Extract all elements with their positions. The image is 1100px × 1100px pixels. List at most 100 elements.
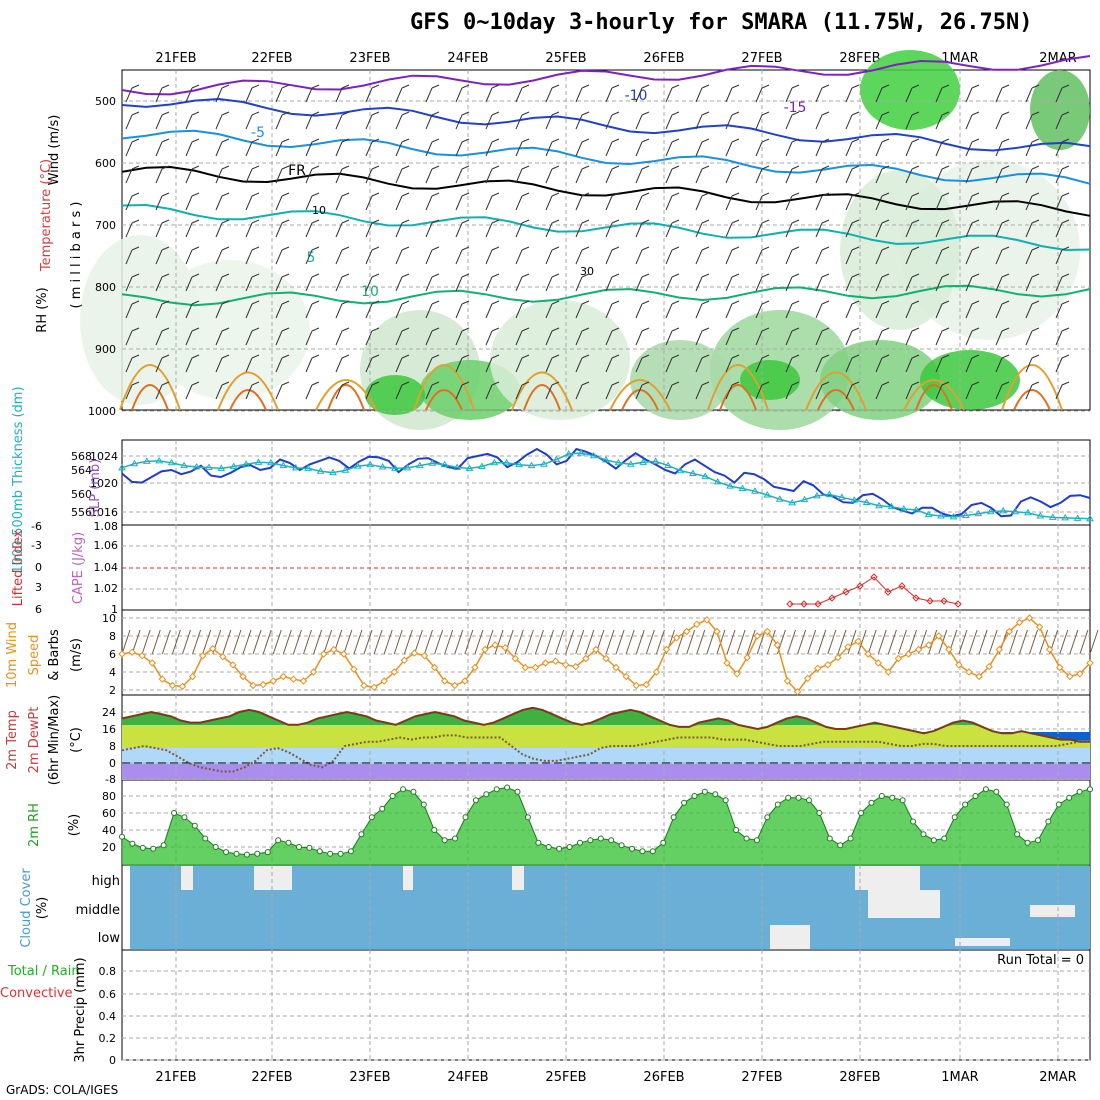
wind10-barb xyxy=(988,629,998,655)
wind-barb xyxy=(425,303,433,319)
wind-barb xyxy=(995,114,1003,130)
wind-barb xyxy=(1031,246,1040,251)
wind10-speed-point xyxy=(783,677,792,685)
rh-point xyxy=(535,839,542,846)
wind-barb xyxy=(125,303,133,319)
wind10-barb xyxy=(1018,629,1028,655)
wind-barb xyxy=(905,141,913,157)
wind-barb xyxy=(815,276,823,292)
wind-barb xyxy=(275,384,283,400)
wind-barb xyxy=(245,222,253,238)
wind-barb xyxy=(821,111,830,116)
wind-barb xyxy=(965,303,973,319)
lifted-index-point xyxy=(940,597,948,605)
wind-barb xyxy=(515,114,523,130)
wind-barb xyxy=(605,87,613,103)
wind10-speed-point xyxy=(1056,663,1064,672)
wind-barb xyxy=(371,165,380,170)
wind-barb xyxy=(1001,381,1010,386)
wind-barb xyxy=(1001,219,1010,224)
thickness-point xyxy=(1073,514,1082,521)
wind-barb xyxy=(761,192,770,197)
thickness-ylabel: 1000-500mb Thickness (dm) xyxy=(11,386,26,573)
wind-barb xyxy=(875,195,883,211)
wind-barb xyxy=(941,84,950,89)
wind-barb xyxy=(461,219,470,224)
wind-barb xyxy=(395,276,403,292)
wind10-speed-point xyxy=(209,644,217,653)
wind-barb xyxy=(485,276,493,292)
wind-barb xyxy=(815,357,823,373)
wind-barb xyxy=(125,276,133,292)
thickness-point xyxy=(676,466,685,474)
wind-barb xyxy=(455,303,463,319)
wind-barb xyxy=(755,141,763,157)
wind10-speed-point xyxy=(874,659,882,667)
wind-barb xyxy=(131,111,140,116)
wind-barb xyxy=(341,354,350,359)
wind-barb xyxy=(191,84,200,89)
thickness-tick: 560 xyxy=(71,488,92,501)
thickness-point xyxy=(726,482,734,489)
wind-barb xyxy=(275,276,283,292)
wind-barb xyxy=(365,303,373,319)
wind-barb xyxy=(575,276,583,292)
thickness-point xyxy=(478,462,486,470)
wind-barb xyxy=(851,381,860,386)
wind-barb xyxy=(635,357,643,373)
wind-barb xyxy=(245,276,253,292)
wind-barb xyxy=(1061,246,1070,251)
wind10-barb xyxy=(1079,629,1089,655)
wind-barb xyxy=(605,195,613,211)
wind-barb xyxy=(881,165,890,170)
wind10-speed-point xyxy=(521,663,530,672)
wind-barb xyxy=(875,384,883,400)
wind10-speed-point xyxy=(561,661,570,669)
wind10-barb xyxy=(413,629,423,655)
pressure-tick: 1000 xyxy=(88,405,116,418)
panel-precip xyxy=(121,949,1091,1061)
wind-barb xyxy=(641,246,650,251)
wind10-speed-point xyxy=(632,681,640,690)
thickness-point xyxy=(403,463,412,471)
rh-point xyxy=(514,788,521,795)
wind10-speed-point xyxy=(844,643,852,651)
wind-barb xyxy=(191,138,200,143)
rh-point xyxy=(264,849,271,856)
wind-barb xyxy=(971,219,980,224)
upper-ylabel-rh: RH (%) xyxy=(35,287,50,332)
wind-barb xyxy=(791,246,800,251)
upper-ylabel-unit: ( m i l l i b a r s ) xyxy=(69,202,84,309)
wind-barb xyxy=(881,246,890,251)
wind-barb xyxy=(461,165,470,170)
wind-barb xyxy=(131,300,140,305)
rh-point xyxy=(982,786,989,793)
wind-barb xyxy=(461,300,470,305)
wind-barb xyxy=(671,165,680,170)
wind-barb xyxy=(371,219,380,224)
li-tick: 3 xyxy=(35,581,42,594)
wind-barb xyxy=(1061,84,1070,89)
wind-barb xyxy=(365,384,373,400)
wind-barb xyxy=(371,192,380,197)
wind-barb xyxy=(521,354,530,359)
wind10-barb xyxy=(121,629,131,655)
warm-contour xyxy=(327,384,365,411)
rh-point xyxy=(129,840,136,847)
wind-barb xyxy=(881,219,890,224)
wind-barb xyxy=(821,192,830,197)
wind-barb xyxy=(881,273,890,278)
wind-barb xyxy=(635,141,643,157)
wind-barb xyxy=(731,138,740,143)
thickness-point xyxy=(366,460,375,468)
rh-blob xyxy=(740,360,800,400)
temp-tick: 16 xyxy=(102,723,116,736)
wind10-barb xyxy=(282,629,292,655)
wind-barb xyxy=(221,327,230,332)
wind10-barb xyxy=(877,629,887,655)
wind-tick: 8 xyxy=(109,630,116,643)
wind-barb xyxy=(455,141,463,157)
wind-tick: 2 xyxy=(109,684,116,697)
lifted-index-point xyxy=(870,573,878,581)
warm-contour xyxy=(229,389,267,411)
